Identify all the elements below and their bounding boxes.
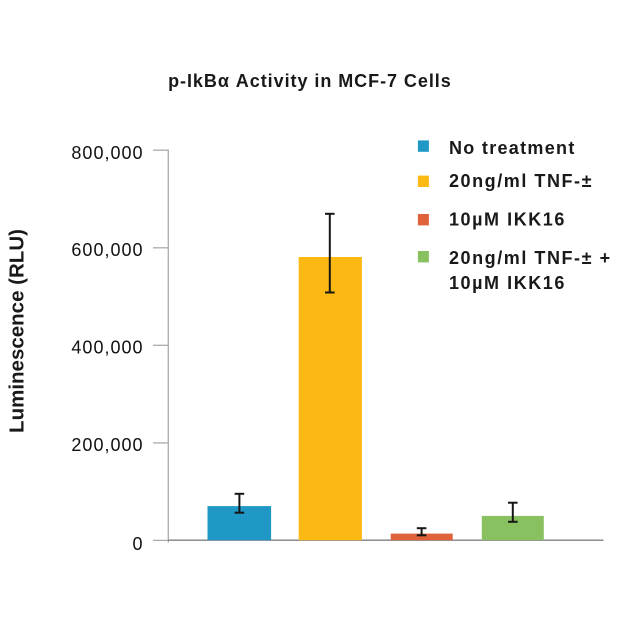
svg-text:600,000: 600,000 <box>71 240 143 260</box>
svg-text:No treatment: No treatment <box>449 138 576 158</box>
svg-text:10µM IKK16: 10µM IKK16 <box>449 273 566 293</box>
svg-text:10µM IKK16: 10µM IKK16 <box>449 209 566 229</box>
svg-text:0: 0 <box>132 534 143 554</box>
svg-text:800,000: 800,000 <box>71 143 143 163</box>
svg-text:200,000: 200,000 <box>71 435 143 455</box>
svg-text:p-IkBα Activity in MCF-7 Cells: p-IkBα Activity in MCF-7 Cells <box>168 71 452 91</box>
svg-text:Luminescence (RLU): Luminescence (RLU) <box>6 229 29 433</box>
svg-text:400,000: 400,000 <box>71 337 143 357</box>
svg-text:20ng/ml TNF-±: 20ng/ml TNF-± <box>449 171 593 191</box>
svg-text:20ng/ml TNF-± +: 20ng/ml TNF-± + <box>449 248 612 268</box>
